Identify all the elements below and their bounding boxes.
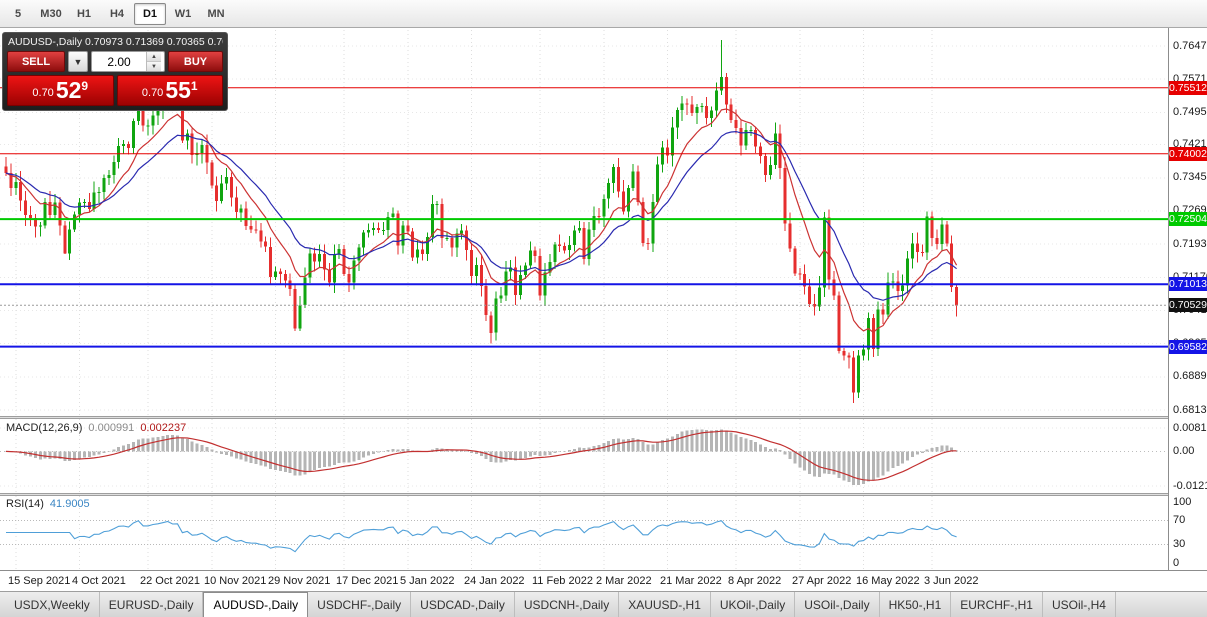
date-label: 5 Jan 2022 — [400, 575, 455, 587]
date-label: 21 Mar 2022 — [660, 575, 722, 587]
pane-separator[interactable] — [0, 416, 1207, 419]
date-label: 10 Nov 2021 — [204, 575, 267, 587]
chart-tab-hk50-h1[interactable]: HK50-,H1 — [880, 592, 952, 617]
chart-area[interactable]: MACD(12,26,9) 0.000991 0.002237 RSI(14) 41.… — [0, 28, 1207, 591]
spin-down-icon[interactable]: ▼ — [147, 62, 161, 71]
rsi-axis-tick: 0 — [1173, 557, 1180, 569]
macd-panel-chart[interactable] — [0, 419, 1168, 493]
price-level-tag: 0.72504 — [1169, 212, 1207, 226]
chart-tab-eurusd-daily[interactable]: EURUSD-,Daily — [100, 592, 204, 617]
timeframe-toolbar: 5 M30 H1 H4 D1 W1 MN — [0, 0, 1207, 28]
macd-axis-tick: -0.0121 — [1173, 480, 1207, 492]
buy-button[interactable]: BUY — [168, 51, 223, 72]
spin-up-icon[interactable]: ▲ — [147, 52, 161, 62]
date-label: 11 Feb 2022 — [532, 575, 593, 587]
symbol-ohlc-legend: AUDUSD-,Daily 0.70973 0.71369 0.70365 0.… — [8, 36, 223, 48]
chart-tab-usdcnh-daily[interactable]: USDCNH-,Daily — [515, 592, 620, 617]
macd-axis-tick: 0.00 — [1173, 445, 1195, 457]
date-label: 24 Jan 2022 — [464, 575, 525, 587]
chart-tab-eurchf-h1[interactable]: EURCHF-,H1 — [951, 592, 1043, 617]
price-level-tag: 0.75512 — [1169, 81, 1207, 95]
date-label: 3 Jun 2022 — [924, 575, 979, 587]
one-click-trading-panel: AUDUSD-,Daily 0.70973 0.71369 0.70365 0.… — [2, 32, 228, 111]
buy-price-display[interactable]: 0.70 55 1 — [116, 75, 223, 106]
price-level-tag: 0.70529 — [1169, 298, 1207, 312]
volume-dropdown-button[interactable]: ▼ — [68, 51, 88, 72]
price-axis[interactable]: 0.764700.757100.749500.742100.734500.726… — [1168, 28, 1207, 570]
chart-tab-usoil-daily[interactable]: USOil-,Daily — [795, 592, 880, 617]
chart-tab-xauusd-h1[interactable]: XAUUSD-,H1 — [619, 592, 711, 617]
rsi-axis-tick: 30 — [1173, 538, 1186, 550]
chart-tab-usdchf-daily[interactable]: USDCHF-,Daily — [308, 592, 412, 617]
volume-stepper: ▲ ▼ — [146, 52, 161, 71]
time-axis[interactable]: 15 Sep 2021 4 Oct 2021 22 Oct 2021 10 Nov 2… — [0, 570, 1207, 591]
date-label: 8 Apr 2022 — [728, 575, 782, 587]
rsi-panel-chart[interactable] — [0, 496, 1168, 570]
date-label: 22 Oct 2021 — [140, 575, 200, 587]
date-label: 17 Dec 2021 — [336, 575, 399, 587]
chart-tab-usoil-h4[interactable]: USOil-,H4 — [1043, 592, 1116, 617]
chart-tab-usdcad-daily[interactable]: USDCAD-,Daily — [411, 592, 515, 617]
macd-indicator-label: MACD(12,26,9) 0.000991 0.002237 — [6, 422, 187, 434]
volume-input[interactable] — [92, 52, 146, 71]
chart-tab-usdx-weekly[interactable]: USDX,Weekly — [5, 592, 100, 617]
chart-tab-ukoil-daily[interactable]: UKOil-,Daily — [711, 592, 796, 617]
timeframe-button-h4[interactable]: H4 — [109, 7, 125, 20]
price-level-tag: 0.74002 — [1169, 147, 1207, 161]
rsi-indicator-label: RSI(14) 41.9005 — [6, 498, 90, 510]
date-label: 29 Nov 2021 — [268, 575, 331, 587]
timeframe-button-mn[interactable]: MN — [207, 7, 225, 20]
volume-control: ▲ ▼ — [91, 51, 165, 72]
price-chart[interactable] — [0, 30, 1168, 416]
date-label: 27 Apr 2022 — [792, 575, 852, 587]
timeframe-button-m30[interactable]: M30 — [40, 7, 62, 20]
price-level-tag: 0.71013 — [1169, 277, 1207, 291]
rsi-axis-tick: 70 — [1173, 514, 1186, 526]
chart-tab-bar: USDX,Weekly EURUSD-,Daily AUDUSD-,Daily USD… — [0, 591, 1207, 617]
pane-separator[interactable] — [0, 493, 1207, 496]
timeframe-button-h1[interactable]: H1 — [76, 7, 92, 20]
sell-button[interactable]: SELL — [7, 51, 65, 72]
date-label: 16 May 2022 — [856, 575, 920, 587]
macd-axis-tick: 0.00819 — [1173, 422, 1207, 434]
date-label: 2 Mar 2022 — [596, 575, 652, 587]
timeframe-button-d1[interactable]: D1 — [134, 2, 166, 25]
timeframe-button-5[interactable]: 5 — [14, 7, 22, 20]
chevron-down-icon: ▼ — [73, 56, 83, 67]
rsi-axis-tick: 100 — [1173, 496, 1192, 508]
chart-tab-audusd-daily[interactable]: AUDUSD-,Daily — [203, 592, 309, 617]
date-label: 4 Oct 2021 — [72, 575, 126, 587]
sell-price-display[interactable]: 0.70 52 9 — [7, 75, 114, 106]
price-level-tag: 0.69582 — [1169, 340, 1207, 354]
timeframe-button-w1[interactable]: W1 — [174, 7, 192, 20]
date-label: 15 Sep 2021 — [8, 575, 71, 587]
